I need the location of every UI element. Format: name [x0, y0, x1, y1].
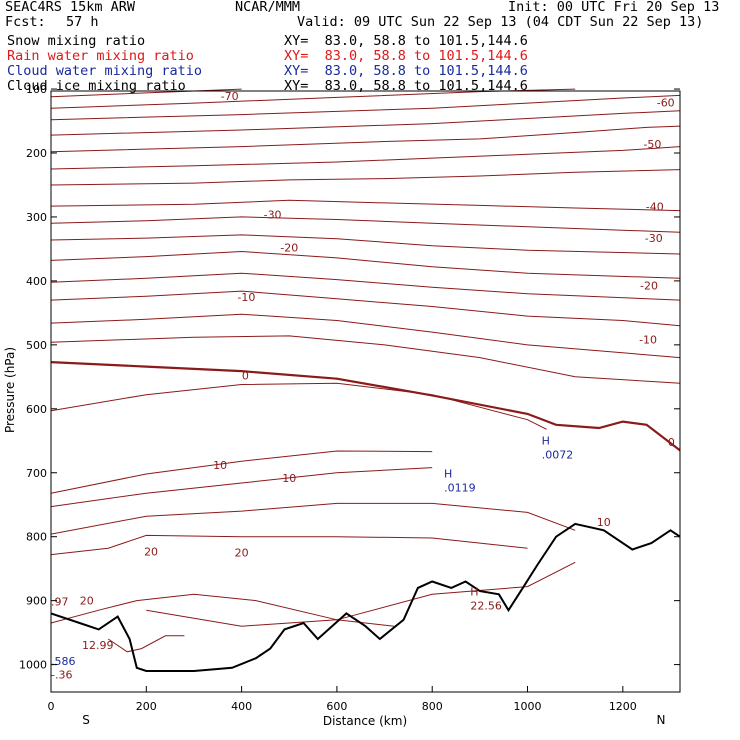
field-xy-rain: XY= 83.0, 58.8 to 101.5,144.6	[284, 48, 528, 64]
plot-frame	[50, 90, 681, 693]
temperature-contour-14	[50, 335, 681, 384]
annotation-marker-2: H	[470, 585, 478, 598]
north-end-label: N	[657, 713, 666, 727]
temperature-contours	[50, 88, 681, 653]
contour-label-5: -30	[645, 232, 663, 245]
x-axis-title: Distance (km)	[323, 714, 407, 728]
contour-label-16: 20	[235, 547, 249, 560]
south-end-label: S	[82, 713, 90, 727]
y-tick-label-2: 300	[26, 211, 47, 224]
contour-labels: -70 -60 -50 -40 -30 -30 -20 -20 -10 -10 0 0 10 10 10 20…	[80, 90, 675, 608]
x-tick-label-1: 200	[136, 700, 157, 713]
contour-label-0: -70	[221, 90, 239, 103]
temperature-contour-15	[50, 361, 681, 452]
annotation-value-4: 12.99	[82, 639, 114, 652]
temperature-contour-20	[50, 534, 528, 556]
temperature-contour-12	[50, 290, 681, 327]
y-tick-label-1: 200	[26, 147, 47, 160]
forecast-hour: 57 h	[66, 14, 99, 30]
y-tick-label-9: 1000	[19, 659, 47, 672]
field-name-rain: Rain water mixing ratio	[7, 48, 194, 64]
y-axis-title: Pressure (hPa)	[3, 347, 17, 433]
terrain-layer	[50, 522, 681, 672]
contour-label-6: -20	[280, 242, 298, 255]
field-name-cloud-ice: Cloud ice mixing ratio	[7, 78, 186, 94]
annotation-value-0: .0119	[444, 482, 476, 495]
temperature-contour-4	[50, 125, 681, 153]
annotation-marker-1: H	[542, 434, 550, 447]
field-name-snow: Snow mixing ratio	[7, 33, 146, 49]
x-tick-label-6: 1200	[609, 700, 637, 713]
y-tick-label-6: 700	[26, 467, 47, 480]
y-tick-label-5: 600	[26, 403, 47, 416]
y-tick-label-8: 900	[26, 595, 47, 608]
temperature-contour-21	[146, 561, 576, 627]
model-title: SEAC4RS 15km ARW	[5, 0, 136, 15]
temperature-contour-3	[50, 110, 681, 136]
x-tick-label-0: 0	[48, 700, 55, 713]
temperature-contour-13	[50, 313, 681, 359]
temperature-contour-2	[50, 94, 681, 121]
contour-label-14: 10	[597, 516, 611, 529]
forecast-label: Fcst:	[5, 14, 46, 30]
temperature-contour-9	[50, 234, 681, 255]
x-tick-label-5: 1000	[514, 700, 542, 713]
temperature-contour-6	[50, 169, 681, 186]
contour-label-8: -10	[237, 291, 255, 304]
center-title: NCAR/MMM	[235, 0, 301, 15]
y-tick-label-3: 400	[26, 275, 47, 288]
temperature-contour-18	[50, 467, 433, 508]
contour-label-12: 10	[213, 459, 227, 472]
contour-label-11: 0	[668, 436, 675, 449]
annotation-marker-0: H	[444, 468, 452, 481]
contour-label-15: 20	[144, 545, 158, 558]
field-xy-cloud-water: XY= 83.0, 58.8 to 101.5,144.6	[284, 63, 528, 79]
temperature-contour-5	[50, 146, 681, 170]
temperature-contour-7	[50, 199, 681, 212]
annotation-value-6: -.36	[51, 668, 72, 681]
annotation-value-3: .97	[51, 596, 69, 609]
field-xy-cloud-ice: XY= 83.0, 58.8 to 101.5,144.6	[284, 78, 528, 94]
contour-label-3: -40	[646, 201, 664, 214]
contour-label-9: -10	[639, 334, 657, 347]
annotation-value-2: 22.56	[470, 599, 502, 612]
field-name-cloud-water: Cloud water mixing ratio	[7, 63, 203, 79]
temperature-contour-8	[50, 216, 681, 233]
init-time: Init: 00 UTC Fri 20 Sep 13	[508, 0, 720, 15]
contour-label-1: -60	[657, 96, 675, 109]
contour-label-10: 0	[242, 370, 249, 383]
field-xy-snow: XY= 83.0, 58.8 to 101.5,144.6	[284, 33, 528, 49]
y-tick-label-7: 800	[26, 531, 47, 544]
temperature-contour-17	[50, 450, 433, 494]
valid-time: Valid: 09 UTC Sun 22 Sep 13 (04 CDT Sun …	[297, 14, 704, 30]
annotation-value-1: .0072	[542, 448, 574, 461]
contour-label-7: -20	[640, 279, 658, 292]
annotation-value-5: .586	[51, 655, 76, 668]
y-tick-label-4: 500	[26, 339, 47, 352]
temperature-contour-16	[50, 382, 547, 430]
contour-label-2: -50	[643, 138, 661, 151]
contour-label-4: -30	[264, 208, 282, 221]
x-tick-label-3: 600	[326, 700, 347, 713]
axes: 0 200 400 600 800 1000 12001002003004005006007…	[19, 83, 680, 713]
x-tick-label-4: 800	[422, 700, 443, 713]
temperature-contour-11	[50, 272, 681, 301]
temperature-contour-19	[50, 502, 576, 535]
temperature-contour-23	[107, 635, 185, 653]
contour-label-13: 10	[282, 472, 296, 485]
x-tick-label-2: 400	[231, 700, 252, 713]
contour-label-17: 20	[80, 595, 94, 608]
temperature-contour-22	[50, 593, 395, 627]
temperature-contour-10	[50, 250, 681, 279]
terrain-line	[50, 522, 681, 672]
